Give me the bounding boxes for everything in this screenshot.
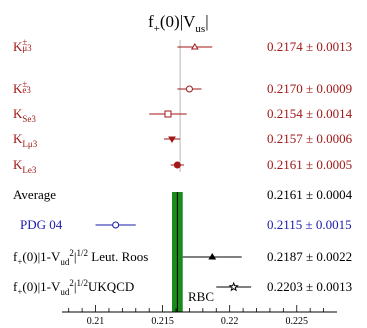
x-axis: 0.21 0.215 0.22 0.225 [62, 305, 337, 327]
data-row: K± μ3 0.2174 ± 0.0013 [13, 37, 352, 54]
x-tick-label: 0.215 [151, 316, 174, 327]
row-label: Average [13, 187, 56, 202]
row-value: 0.2174 ± 0.0013 [267, 39, 352, 54]
row-value: 0.2203 ± 0.0013 [267, 279, 352, 294]
data-point [228, 281, 239, 292]
row-value: 0.2154 ± 0.0014 [267, 106, 353, 121]
data-row: f+(0)|1-Vud2|1/2 Leut. Roos 0.2187 ± 0.00… [13, 248, 352, 267]
data-point [208, 253, 217, 260]
row-label-line2: RBC [188, 289, 214, 304]
row-label: K± μ3 [13, 37, 32, 54]
row-value: 0.2170 ± 0.0009 [267, 81, 352, 96]
data-row: KLμ3 0.2157 ± 0.0006 [13, 131, 353, 149]
row-label: K± e3 [13, 79, 31, 96]
data-point [112, 221, 120, 229]
x-tick-label: 0.21 [87, 316, 105, 327]
data-row: PDG 04 0.2115 ± 0.0015 [20, 217, 352, 232]
row-label: KLe3 [13, 157, 37, 175]
row-value: 0.2115 ± 0.0015 [267, 217, 352, 232]
row-value: 0.2187 ± 0.0022 [267, 249, 352, 264]
x-tick-label: 0.22 [221, 316, 239, 327]
row-label: f+(0)|1-Vud2|1/2 Leut. Roos [13, 248, 148, 267]
data-point [190, 43, 199, 50]
data-row: K± e3 0.2170 ± 0.0009 [13, 79, 352, 96]
data-point [168, 136, 176, 143]
x-tick-label: 0.225 [286, 316, 309, 327]
data-point [164, 110, 172, 118]
data-row: Average 0.2161 ± 0.0004 [13, 187, 353, 202]
row-label: PDG 04 [20, 217, 63, 232]
chart-title: f+(0)|Vus| [148, 12, 209, 35]
row-value: 0.2161 ± 0.0005 [267, 157, 352, 172]
data-row: KSe3 0.2154 ± 0.0014 [13, 106, 353, 124]
row-label: KLμ3 [13, 131, 38, 149]
row-label: KSe3 [13, 106, 36, 124]
data-point [185, 85, 193, 93]
data-row: f+(0)|1-Vud2|1/2UKQCD RBC 0.2203 ± 0.0013 [13, 278, 352, 304]
data-row: KLe3 0.2161 ± 0.0005 [13, 157, 352, 175]
rows-layer: K± μ3 0.2174 ± 0.0013 K± e3 0.2170 ± 0.0009 KS… [13, 37, 353, 304]
data-point [173, 161, 181, 169]
row-value: 0.2157 ± 0.0006 [267, 131, 353, 146]
row-label: f+(0)|1-Vud2|1/2UKQCD [13, 278, 134, 297]
row-value: 0.2161 ± 0.0004 [267, 187, 353, 202]
